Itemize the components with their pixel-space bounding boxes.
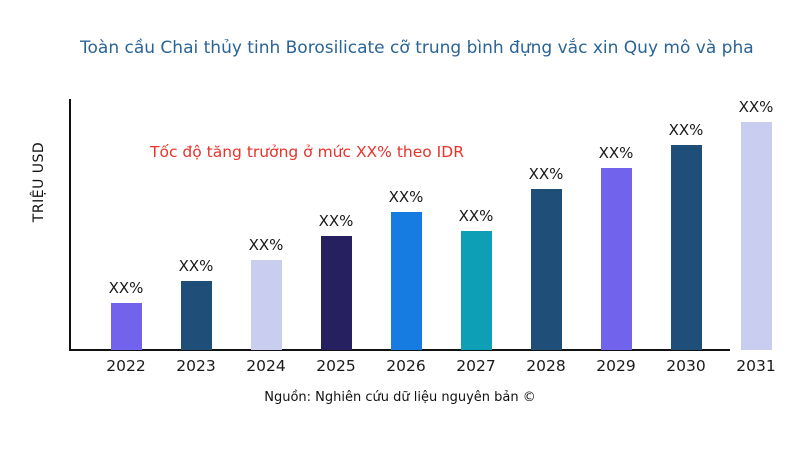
growth-rate-annotation: Tốc độ tăng trưởng ở mức XX% theo IDR — [150, 143, 464, 161]
y-axis-line — [69, 99, 71, 351]
bar-value-label-2029: XX% — [598, 144, 634, 162]
bar-2024 — [250, 260, 282, 350]
chart-title: Toàn cầu Chai thủy tinh Borosilicate cỡ … — [80, 38, 754, 58]
bar-2031 — [740, 122, 772, 350]
x-axis-line — [69, 349, 730, 351]
bar-value-label-2026: XX% — [388, 188, 424, 206]
x-tick-label-2028: 2028 — [526, 357, 566, 375]
x-tick-label-2029: 2029 — [596, 357, 636, 375]
bar-value-label-2028: XX% — [528, 165, 564, 183]
source-note: Nguồn: Nghiên cứu dữ liệu nguyên bản © — [264, 390, 536, 405]
bar-2027 — [460, 231, 492, 350]
bar-2030 — [670, 145, 702, 350]
x-tick-label-2027: 2027 — [456, 357, 496, 375]
bar-value-label-2023: XX% — [178, 257, 214, 275]
bar-value-label-2031: XX% — [738, 98, 774, 116]
x-tick-label-2031: 2031 — [736, 357, 776, 375]
bar-2022 — [110, 303, 142, 350]
x-tick-label-2023: 2023 — [176, 357, 216, 375]
y-axis-label: TRIỆU USD — [31, 141, 47, 223]
bar-2023 — [180, 281, 212, 350]
x-tick-label-2022: 2022 — [106, 357, 146, 375]
bar-2029 — [600, 168, 632, 350]
bar-value-label-2025: XX% — [318, 212, 354, 230]
bar-value-label-2027: XX% — [458, 207, 494, 225]
x-tick-label-2025: 2025 — [316, 357, 356, 375]
bar-2028 — [530, 189, 562, 350]
bar-value-label-2022: XX% — [108, 279, 144, 297]
bar-value-label-2030: XX% — [668, 121, 704, 139]
bar-2026 — [390, 212, 422, 350]
bar-2025 — [320, 236, 352, 350]
x-tick-label-2030: 2030 — [666, 357, 706, 375]
x-tick-label-2024: 2024 — [246, 357, 286, 375]
x-tick-label-2026: 2026 — [386, 357, 426, 375]
bar-value-label-2024: XX% — [248, 236, 284, 254]
